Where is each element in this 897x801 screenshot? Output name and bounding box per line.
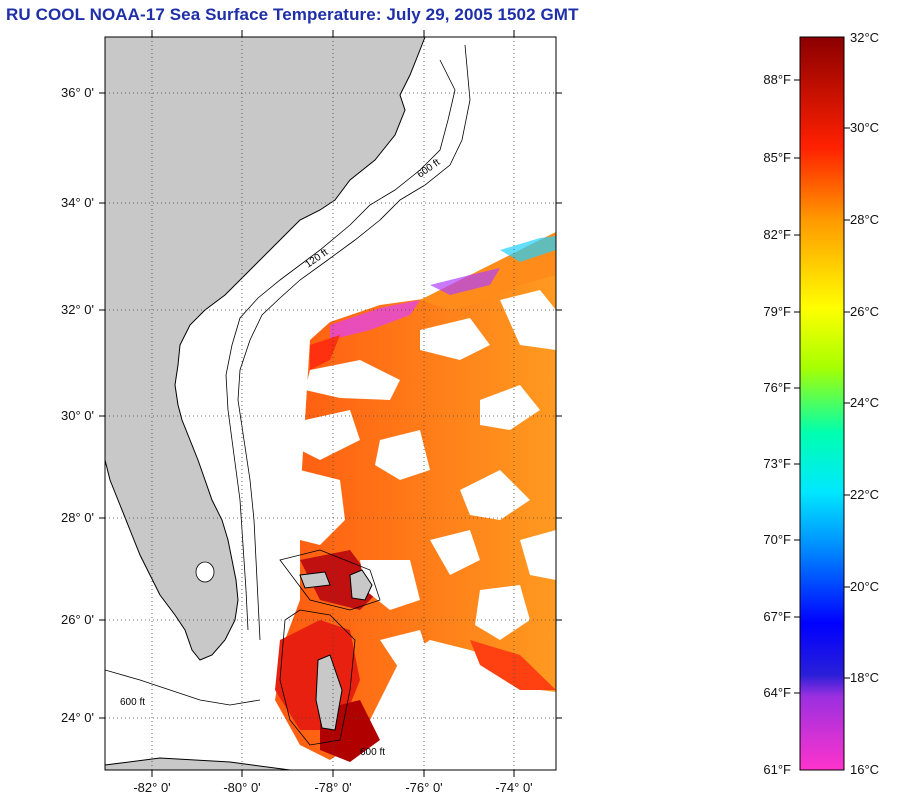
lon-label-78: -78° 0' <box>314 780 352 795</box>
map-title: RU COOL NOAA-17 Sea Surface Temperature:… <box>6 5 579 24</box>
temperature-colorbar <box>799 36 845 771</box>
colorbar-label-64f: 64°F <box>763 685 791 700</box>
lake-okeechobee <box>195 561 215 583</box>
lat-label-26: 26° 0' <box>61 612 94 627</box>
lat-label-24: 24° 0' <box>61 710 94 725</box>
lat-label-34: 34° 0' <box>61 195 94 210</box>
lon-label-82: -82° 0' <box>133 780 171 795</box>
colorbar-label-28c: 28°C <box>850 212 880 227</box>
colorbar-label-20c: 20°C <box>850 579 880 594</box>
lon-label-76: -76° 0' <box>405 780 443 795</box>
lat-label-30: 30° 0' <box>61 408 94 423</box>
cuba-landmass <box>105 757 291 770</box>
lat-ticks <box>99 92 562 719</box>
colorbar-label-79f: 79°F <box>763 304 791 319</box>
lat-label-28: 28° 0' <box>61 510 94 525</box>
map-border <box>104 36 557 771</box>
colorbar-label-32c: 32°C <box>850 30 880 45</box>
lon-label-80: -80° 0' <box>223 780 261 795</box>
colorbar-label-16c: 16°C <box>850 762 880 777</box>
colorbar-ticks <box>794 79 850 694</box>
bahamas-islands <box>299 569 373 731</box>
colorbar-label-82f: 82°F <box>763 227 791 242</box>
colorbar-label-61f: 61°F <box>763 762 791 777</box>
isobath-label-600-south: 600 ft <box>120 697 145 708</box>
lon-ticks <box>151 30 515 777</box>
lat-label-32: 32° 0' <box>61 302 94 317</box>
colorbar-label-73f: 73°F <box>763 456 791 471</box>
land-mass <box>105 37 426 661</box>
isobath-label-600-bahamas: 600 ft <box>360 747 385 758</box>
colorbar-label-30c: 30°C <box>850 120 880 135</box>
colorbar-label-85f: 85°F <box>763 150 791 165</box>
lat-label-36: 36° 0' <box>61 85 94 100</box>
colorbar-label-67f: 67°F <box>763 609 791 624</box>
colorbar-label-26c: 26°C <box>850 304 880 319</box>
colorbar-label-18c: 18°C <box>850 670 880 685</box>
lon-label-74: -74° 0' <box>495 780 533 795</box>
isobath-contours <box>105 44 471 746</box>
colorbar-label-70f: 70°F <box>763 532 791 547</box>
colorbar-label-76f: 76°F <box>763 380 791 395</box>
colorbar-label-88f: 88°F <box>763 72 791 87</box>
sst-data-layer <box>275 232 556 770</box>
colorbar-label-24c: 24°C <box>850 395 880 410</box>
colorbar-label-22c: 22°C <box>850 487 880 502</box>
